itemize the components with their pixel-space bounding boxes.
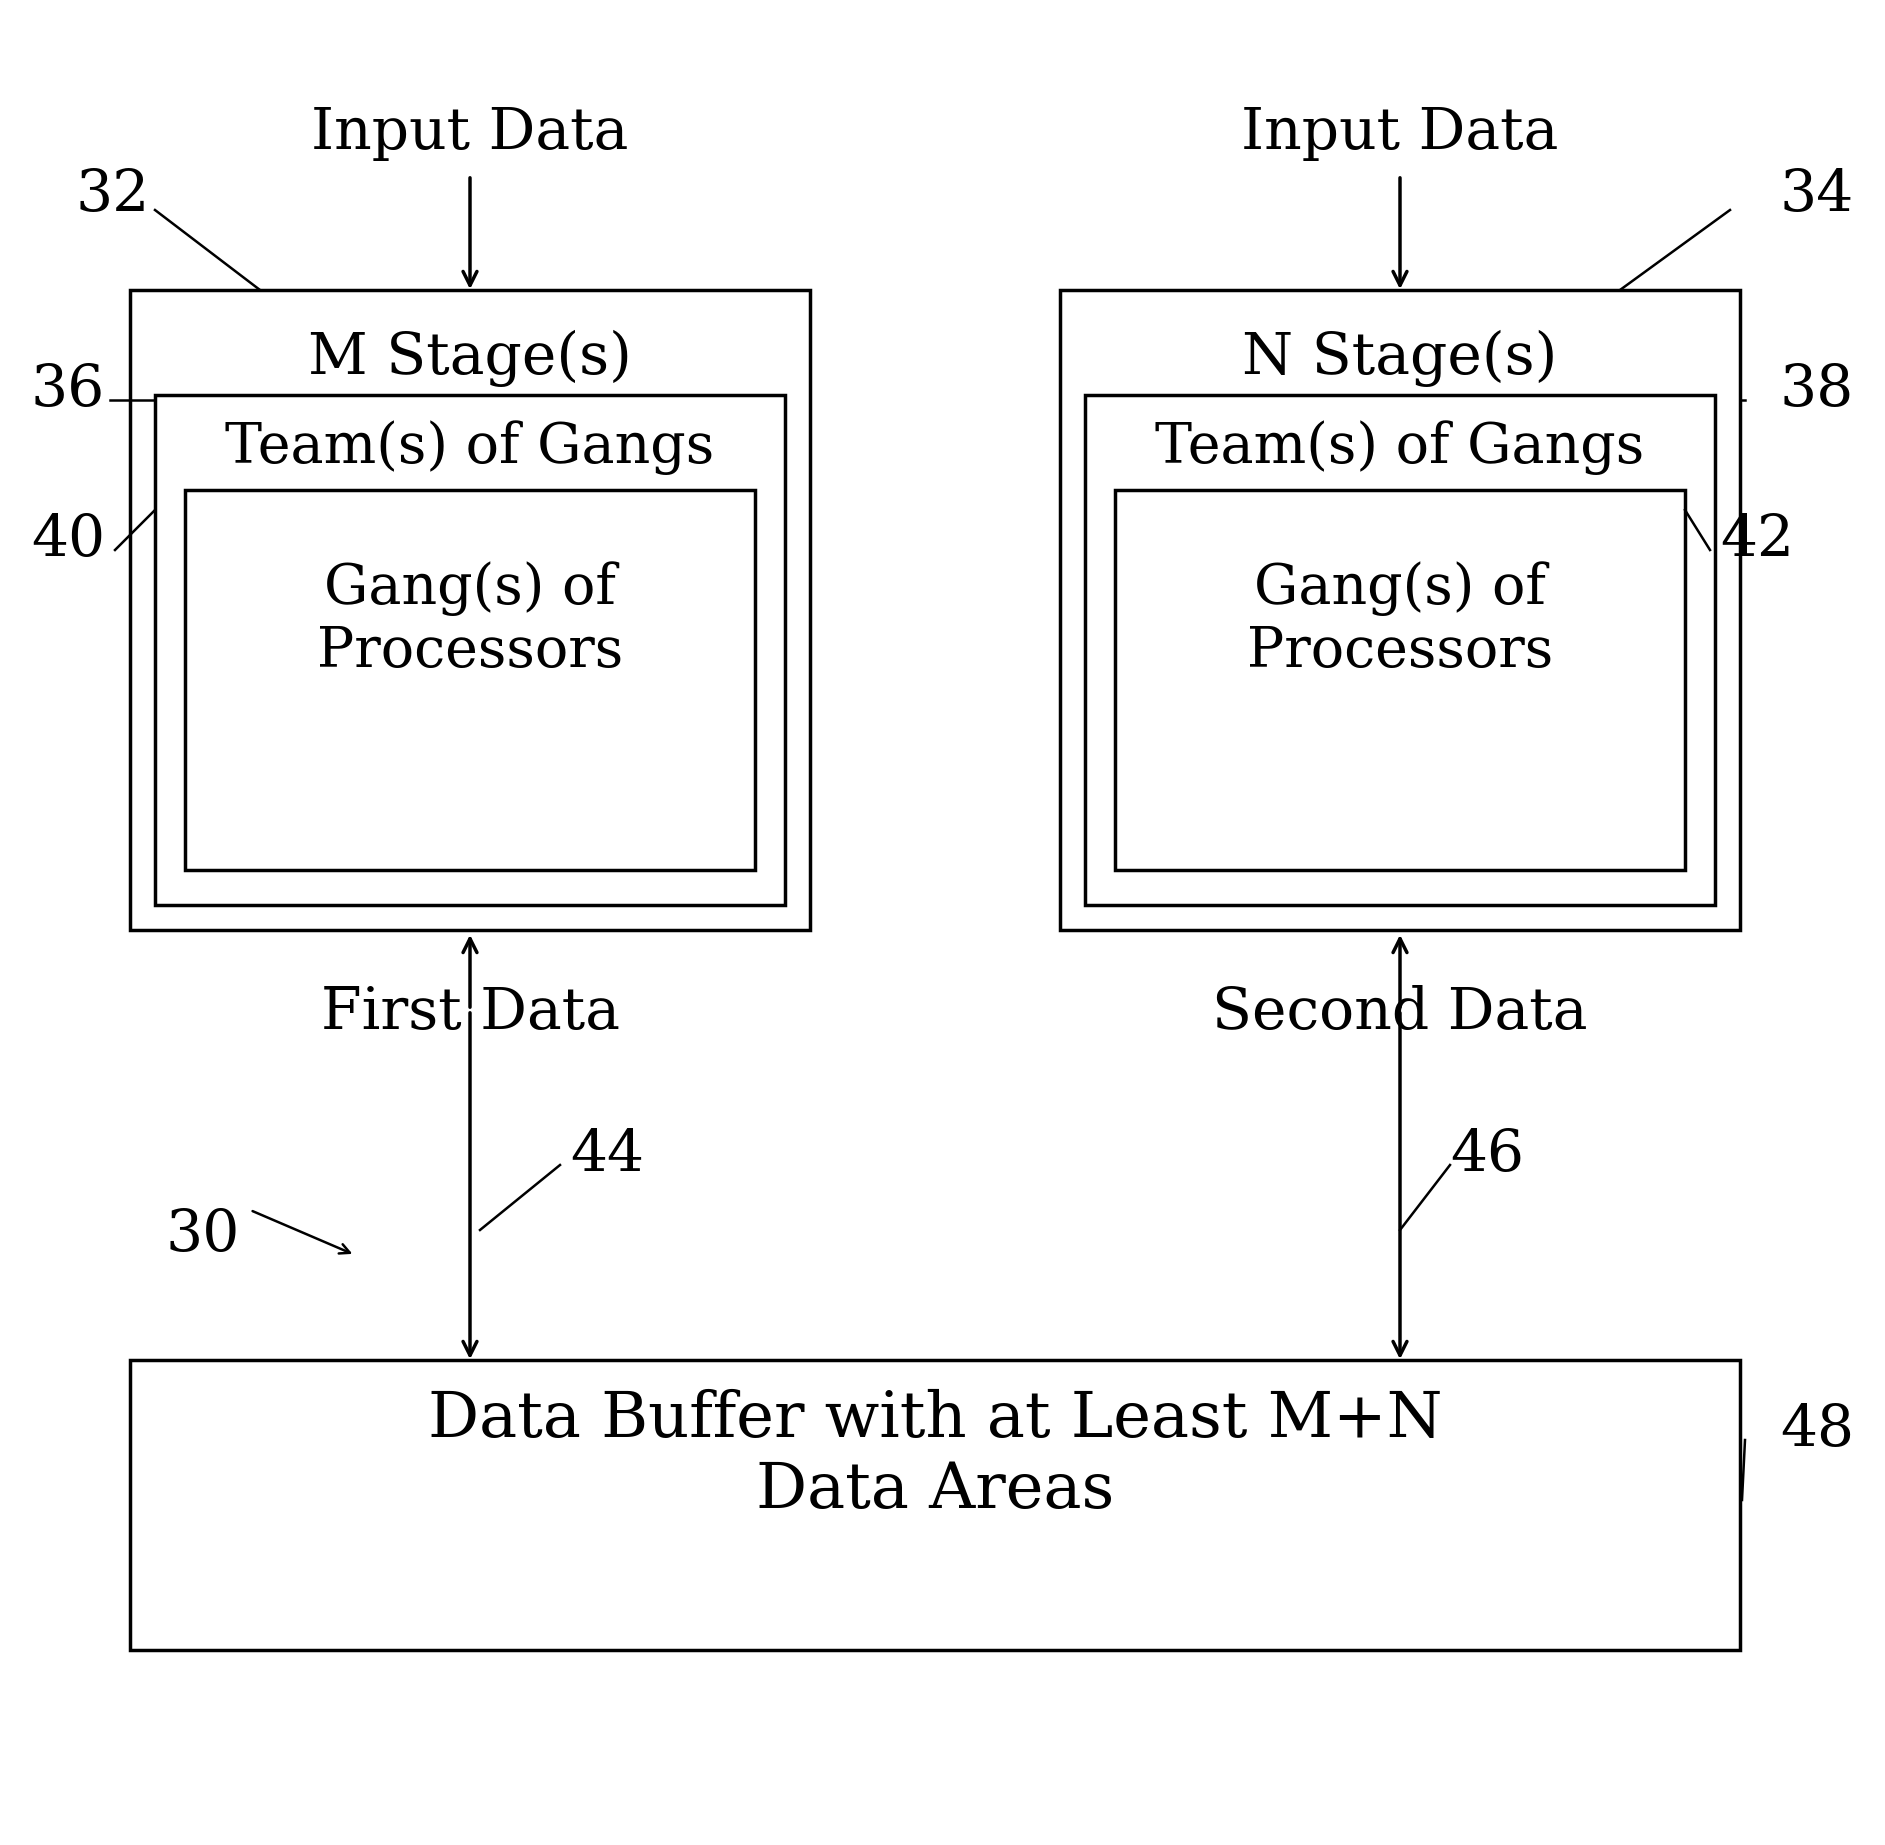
Text: First Data: First Data <box>320 985 620 1041</box>
Text: Gang(s) of
Processors: Gang(s) of Processors <box>1246 561 1553 679</box>
Text: 34: 34 <box>1779 168 1855 223</box>
Text: 48: 48 <box>1779 1402 1855 1458</box>
Text: 38: 38 <box>1779 362 1855 419</box>
Text: Input Data: Input Data <box>1242 105 1559 161</box>
Text: Data Buffer with at Least M+N
Data Areas: Data Buffer with at Least M+N Data Areas <box>428 1389 1442 1520</box>
Text: 44: 44 <box>569 1127 645 1183</box>
Text: 30: 30 <box>166 1207 239 1264</box>
Text: N Stage(s): N Stage(s) <box>1242 330 1557 387</box>
Text: 32: 32 <box>75 168 151 223</box>
Text: Gang(s) of
Processors: Gang(s) of Processors <box>317 561 624 679</box>
Text: Team(s) of Gangs: Team(s) of Gangs <box>226 421 714 474</box>
Bar <box>1059 290 1740 930</box>
Text: 46: 46 <box>1450 1127 1523 1183</box>
Text: 42: 42 <box>1719 513 1795 568</box>
Text: Input Data: Input Data <box>311 105 630 161</box>
Bar <box>130 1360 1740 1649</box>
Bar <box>155 395 784 906</box>
Text: 36: 36 <box>30 362 106 419</box>
Bar <box>1086 395 1715 906</box>
Bar <box>130 290 811 930</box>
Text: M Stage(s): M Stage(s) <box>307 330 631 387</box>
Bar <box>185 491 756 871</box>
Bar <box>1116 491 1685 871</box>
Text: Second Data: Second Data <box>1212 985 1587 1041</box>
Text: 40: 40 <box>30 513 106 568</box>
Text: Team(s) of Gangs: Team(s) of Gangs <box>1156 421 1644 474</box>
